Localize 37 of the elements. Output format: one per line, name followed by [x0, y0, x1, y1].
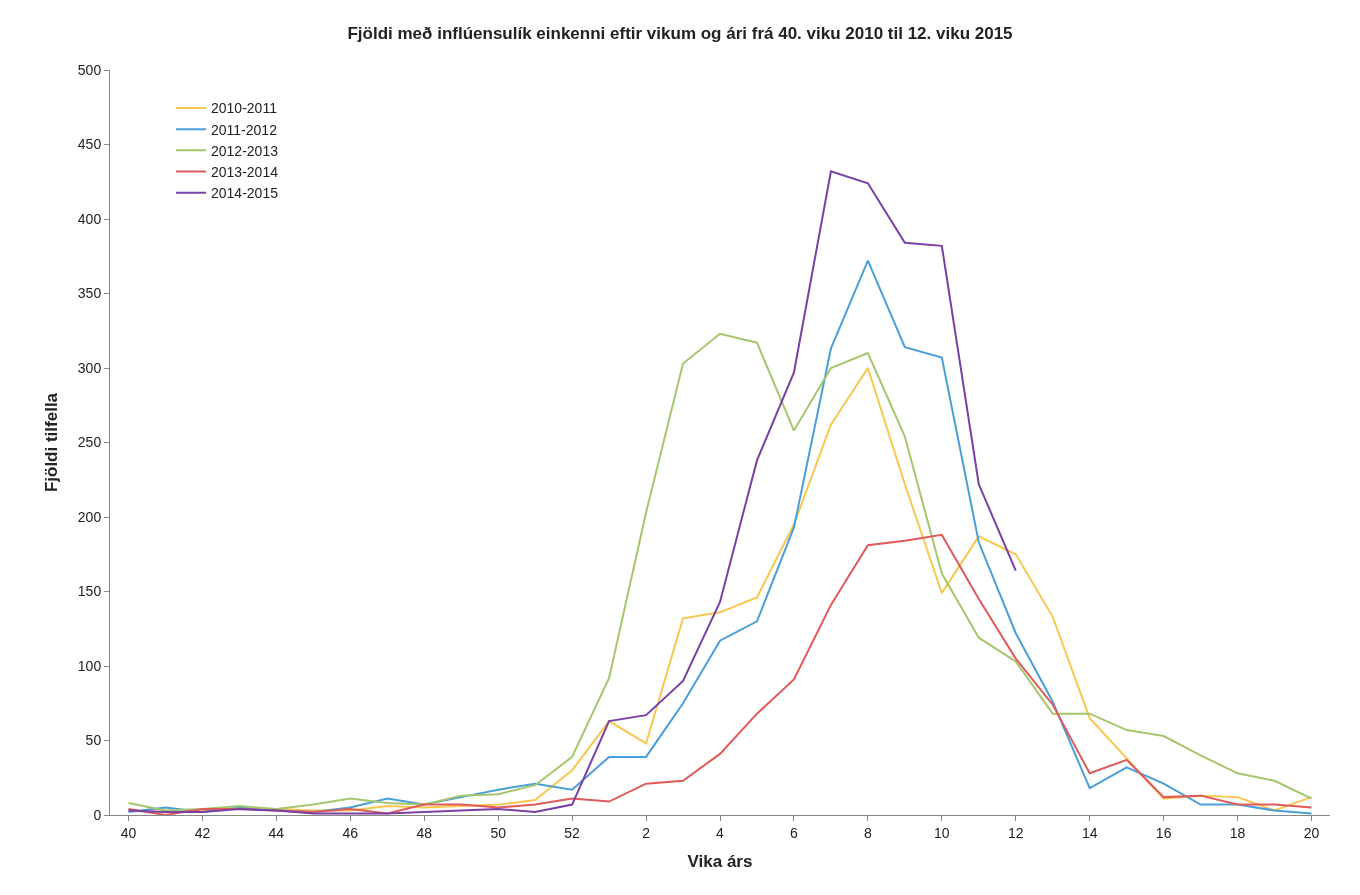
y-tick-label: 450: [77, 136, 102, 153]
y-tick-label: 200: [77, 508, 102, 525]
x-tick-label: 18: [1229, 824, 1246, 841]
line-series: [127, 533, 1313, 815]
x-tick-label: 46: [342, 824, 359, 841]
x-tick-label: 20: [1303, 824, 1320, 841]
chart-title: Fjöldi með inflúensulík einkenni eftir vikum og ári frá 40. viku 2010 til 12. viku 2015: [347, 23, 1013, 43]
legend-label: 2010-2011: [211, 100, 278, 117]
x-tick-label: 8: [863, 824, 872, 841]
x-tick-label: 2: [642, 824, 651, 841]
legend-label: 2014-2015: [211, 185, 279, 202]
x-tick-label: 50: [490, 824, 507, 841]
y-tick-label: 100: [77, 657, 102, 674]
x-tick-label: 40: [120, 824, 137, 841]
legend-label: 2011-2012: [211, 121, 278, 138]
x-tick-label: 12: [1007, 824, 1024, 841]
x-axis-title: Vika árs: [687, 852, 753, 872]
legend-label: 2012-2013: [211, 142, 279, 159]
y-tick-label: 400: [77, 210, 102, 227]
x-tick-label: 14: [1081, 824, 1098, 841]
y-tick-label: 250: [77, 434, 102, 451]
y-tick-label: 500: [77, 61, 102, 78]
x-tick-label: 16: [1155, 824, 1172, 841]
x-tick-label: 52: [564, 824, 581, 841]
y-tick-label: 0: [93, 806, 102, 823]
x-tick-label: 42: [194, 824, 211, 841]
y-tick-label: 150: [77, 583, 102, 600]
y-tick-label: 350: [77, 285, 102, 302]
x-tick-label: 10: [934, 824, 950, 841]
x-tick-label: 6: [790, 824, 799, 841]
y-tick-label: 300: [77, 359, 102, 376]
y-tick-label: 50: [85, 732, 102, 749]
y-axis-title: Fjöldi tilfella: [42, 392, 62, 493]
legend-label: 2013-2014: [211, 164, 279, 181]
x-tick-label: 48: [416, 824, 433, 841]
x-tick-label: 44: [268, 824, 285, 841]
x-tick-label: 4: [716, 824, 725, 841]
